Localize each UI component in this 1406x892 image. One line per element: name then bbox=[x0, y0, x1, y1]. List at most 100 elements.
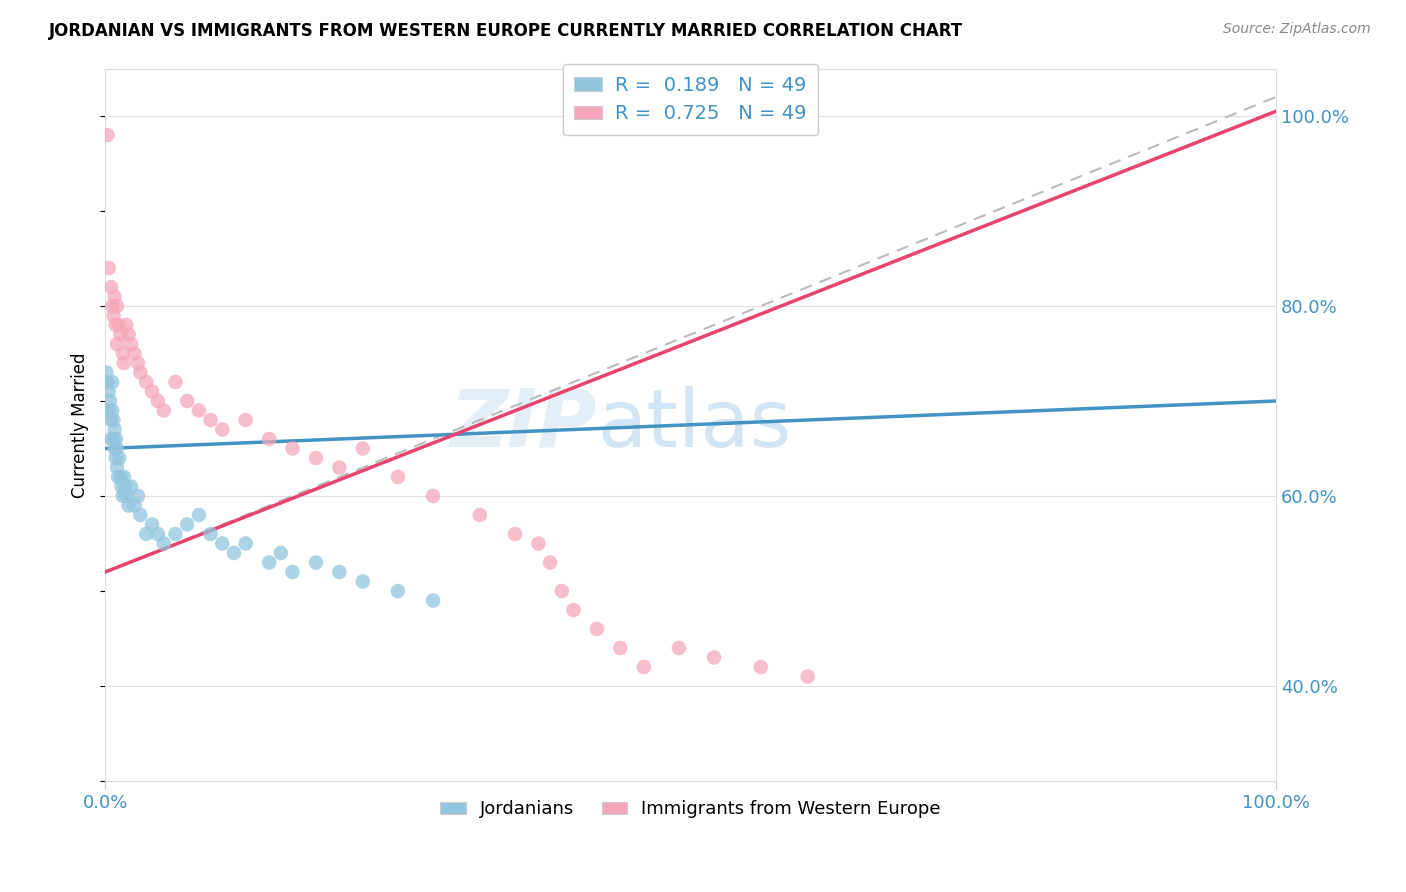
Point bbox=[117, 327, 139, 342]
Point bbox=[110, 470, 132, 484]
Point bbox=[105, 460, 128, 475]
Point bbox=[100, 432, 122, 446]
Text: Source: ZipAtlas.com: Source: ZipAtlas.com bbox=[1223, 22, 1371, 37]
Point bbox=[103, 309, 125, 323]
Point bbox=[111, 346, 134, 360]
Point bbox=[120, 337, 142, 351]
Point bbox=[141, 517, 163, 532]
Point bbox=[115, 489, 138, 503]
Legend: Jordanians, Immigrants from Western Europe: Jordanians, Immigrants from Western Euro… bbox=[433, 793, 948, 825]
Point bbox=[200, 527, 222, 541]
Point bbox=[235, 536, 257, 550]
Point bbox=[127, 489, 149, 503]
Point bbox=[152, 403, 174, 417]
Point bbox=[503, 527, 526, 541]
Point bbox=[551, 584, 574, 599]
Point bbox=[165, 527, 187, 541]
Point bbox=[96, 366, 118, 380]
Point bbox=[796, 669, 818, 683]
Point bbox=[749, 660, 772, 674]
Point bbox=[101, 299, 124, 313]
Text: ZIP: ZIP bbox=[450, 385, 598, 464]
Point bbox=[257, 556, 280, 570]
Point bbox=[112, 470, 135, 484]
Point bbox=[135, 527, 157, 541]
Point bbox=[527, 536, 550, 550]
Point bbox=[422, 489, 444, 503]
Point bbox=[703, 650, 725, 665]
Point bbox=[235, 413, 257, 427]
Point bbox=[98, 394, 121, 409]
Point bbox=[211, 423, 233, 437]
Point bbox=[100, 280, 122, 294]
Point bbox=[146, 394, 169, 409]
Point bbox=[305, 450, 328, 465]
Point bbox=[135, 375, 157, 389]
Point bbox=[104, 432, 127, 446]
Point bbox=[105, 337, 128, 351]
Point bbox=[281, 565, 304, 579]
Point bbox=[104, 318, 127, 332]
Point bbox=[352, 442, 374, 456]
Point bbox=[352, 574, 374, 589]
Point bbox=[305, 556, 328, 570]
Point bbox=[152, 536, 174, 550]
Point bbox=[97, 403, 120, 417]
Point bbox=[633, 660, 655, 674]
Point bbox=[103, 442, 125, 456]
Point bbox=[176, 394, 198, 409]
Point bbox=[222, 546, 245, 560]
Point bbox=[111, 489, 134, 503]
Point bbox=[108, 450, 131, 465]
Point bbox=[281, 442, 304, 456]
Point bbox=[187, 403, 209, 417]
Y-axis label: Currently Married: Currently Married bbox=[72, 352, 89, 498]
Point bbox=[105, 299, 128, 313]
Point bbox=[187, 508, 209, 522]
Point bbox=[97, 260, 120, 275]
Point bbox=[141, 384, 163, 399]
Point bbox=[110, 327, 132, 342]
Point bbox=[176, 517, 198, 532]
Point bbox=[538, 556, 561, 570]
Point bbox=[129, 508, 152, 522]
Point bbox=[200, 413, 222, 427]
Point bbox=[96, 375, 118, 389]
Point bbox=[387, 584, 409, 599]
Point bbox=[103, 413, 125, 427]
Point bbox=[124, 499, 146, 513]
Point bbox=[117, 499, 139, 513]
Point bbox=[562, 603, 585, 617]
Point bbox=[129, 366, 152, 380]
Point bbox=[105, 442, 128, 456]
Point bbox=[124, 346, 146, 360]
Point bbox=[103, 423, 125, 437]
Point bbox=[112, 356, 135, 370]
Point bbox=[668, 640, 690, 655]
Point bbox=[103, 289, 125, 303]
Point bbox=[104, 450, 127, 465]
Point bbox=[257, 432, 280, 446]
Point bbox=[328, 460, 350, 475]
Point bbox=[114, 479, 136, 493]
Text: JORDANIAN VS IMMIGRANTS FROM WESTERN EUROPE CURRENTLY MARRIED CORRELATION CHART: JORDANIAN VS IMMIGRANTS FROM WESTERN EUR… bbox=[49, 22, 963, 40]
Point bbox=[328, 565, 350, 579]
Point bbox=[108, 318, 131, 332]
Point bbox=[422, 593, 444, 607]
Point bbox=[387, 470, 409, 484]
Point bbox=[101, 375, 124, 389]
Text: atlas: atlas bbox=[598, 385, 792, 464]
Point bbox=[270, 546, 292, 560]
Point bbox=[146, 527, 169, 541]
Point bbox=[468, 508, 491, 522]
Point bbox=[101, 403, 124, 417]
Point bbox=[115, 318, 138, 332]
Point bbox=[211, 536, 233, 550]
Point bbox=[586, 622, 609, 636]
Point bbox=[100, 413, 122, 427]
Point bbox=[120, 479, 142, 493]
Point bbox=[107, 470, 129, 484]
Point bbox=[609, 640, 631, 655]
Point bbox=[127, 356, 149, 370]
Point bbox=[165, 375, 187, 389]
